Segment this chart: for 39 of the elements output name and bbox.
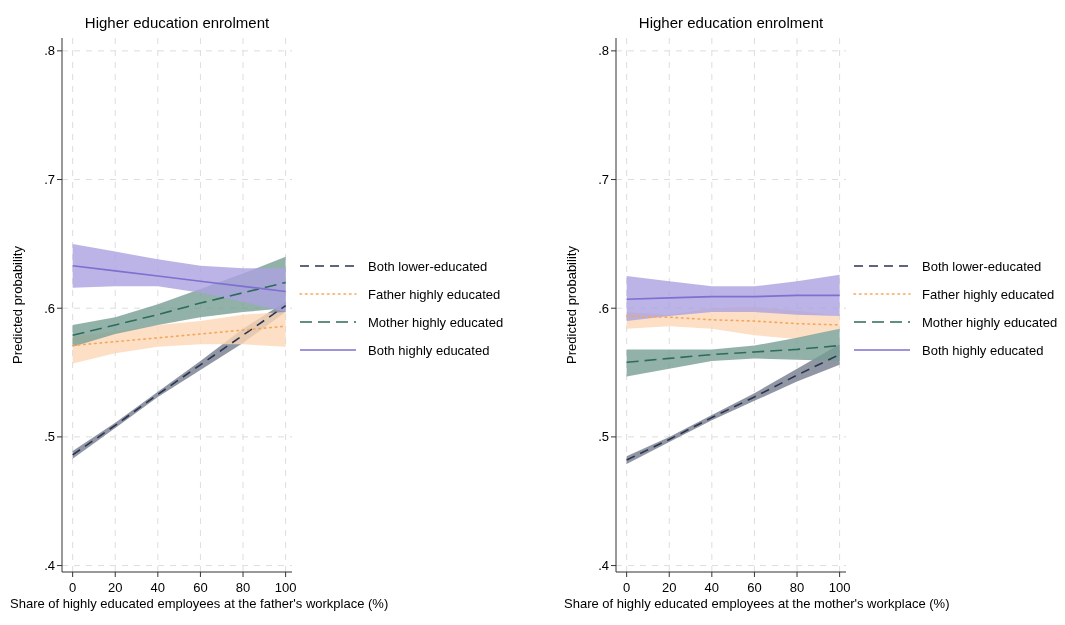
chart-title: Higher education enrolment — [638, 14, 824, 31]
x-axis-title: Share of highly educated employees at the father's workplace (%) — [10, 596, 389, 611]
y-tick-label: .5 — [44, 429, 55, 445]
x-tick-label: 0 — [623, 580, 631, 595]
y-axis-title: Predicted probability — [10, 245, 25, 364]
y-tick-label: .6 — [44, 300, 55, 316]
legend-label: Both lower-educated — [368, 258, 488, 274]
x-tick-label: 100 — [274, 580, 297, 595]
y-tick-label: .8 — [44, 43, 55, 59]
y-tick-label: .7 — [598, 172, 609, 188]
x-tick-label: 20 — [108, 580, 123, 595]
legend-label: Both highly educated — [922, 342, 1044, 358]
line-series — [625, 315, 841, 326]
x-tick-label: 40 — [150, 580, 166, 595]
x-axis-title: Share of highly educated employees at the mother's workplace (%) — [564, 596, 950, 611]
y-tick-label: .8 — [598, 43, 609, 59]
x-tick-label: 80 — [789, 580, 805, 595]
y-tick-label: .6 — [598, 300, 609, 316]
x-tick-label: 40 — [704, 580, 720, 595]
legend-label: Father highly educated — [368, 286, 501, 302]
x-tick-label: 60 — [747, 580, 762, 595]
line-series — [71, 264, 287, 293]
x-tick-label: 100 — [828, 580, 851, 595]
x-tick-label: 20 — [662, 580, 677, 595]
legend-label: Father highly educated — [922, 286, 1055, 302]
x-tick-label: 80 — [235, 580, 251, 595]
y-tick-label: .5 — [598, 429, 609, 445]
legend-label: Both highly educated — [368, 342, 490, 358]
y-tick-label: .4 — [598, 558, 609, 574]
x-tick-label: 60 — [193, 580, 208, 595]
y-tick-label: .7 — [44, 172, 55, 188]
y-tick-label: .4 — [44, 558, 55, 574]
x-tick-label: 0 — [69, 580, 77, 595]
line-series — [71, 281, 287, 337]
legend-label: Both lower-educated — [922, 258, 1042, 274]
chart-title: Higher education enrolment — [84, 14, 270, 31]
y-axis-title: Predicted probability — [564, 245, 579, 364]
legend-label: Mother highly educated — [368, 314, 504, 330]
legend-label: Mother highly educated — [922, 314, 1058, 330]
